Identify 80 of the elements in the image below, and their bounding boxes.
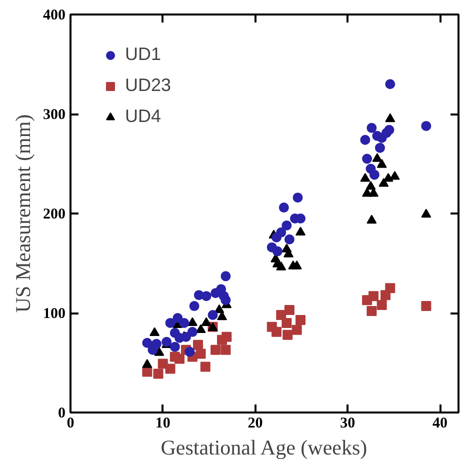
point — [276, 227, 286, 238]
point — [162, 336, 172, 347]
point — [150, 327, 160, 336]
point — [366, 122, 377, 133]
point — [196, 348, 206, 359]
legend-label: UD1 — [125, 44, 162, 65]
point — [360, 134, 370, 145]
point — [220, 295, 231, 306]
y-tick-label: 0 — [58, 406, 66, 422]
point — [187, 317, 198, 326]
legend-label: UD23 — [125, 75, 172, 96]
point — [292, 260, 302, 270]
point — [153, 368, 164, 379]
point — [366, 180, 376, 190]
point — [369, 170, 380, 180]
point — [421, 120, 432, 131]
point — [384, 124, 394, 135]
point — [220, 344, 231, 355]
point — [372, 153, 382, 162]
x-tick-label: 10 — [155, 416, 170, 432]
y-tick-label: 300 — [43, 107, 66, 123]
point — [272, 246, 282, 256]
x-axis-title: Gestational Age (weeks) — [160, 436, 368, 460]
point — [154, 347, 164, 356]
point — [179, 318, 190, 328]
point — [385, 113, 396, 122]
point — [151, 338, 162, 349]
point — [174, 354, 185, 364]
point — [220, 271, 231, 282]
y-tick-label: 100 — [43, 306, 66, 322]
x-tick-label: 20 — [248, 416, 263, 432]
point — [292, 324, 302, 335]
point — [201, 317, 212, 326]
point — [201, 291, 212, 302]
point — [366, 306, 377, 316]
point — [170, 342, 180, 352]
point — [385, 79, 396, 90]
point — [374, 142, 385, 153]
point — [210, 344, 221, 355]
point — [208, 310, 218, 320]
point — [421, 301, 432, 312]
point — [284, 234, 294, 244]
point — [421, 208, 432, 218]
legend-label: UD4 — [125, 106, 162, 127]
point — [284, 305, 294, 316]
point — [276, 262, 286, 270]
point — [282, 220, 292, 230]
x-tick-label: 30 — [340, 416, 356, 432]
point — [296, 314, 306, 325]
x-tick-label: 40 — [432, 416, 448, 432]
point — [192, 340, 203, 350]
point — [172, 312, 183, 323]
point — [278, 202, 289, 213]
point — [296, 226, 306, 236]
point — [385, 283, 396, 294]
point — [376, 300, 387, 310]
point — [362, 154, 372, 164]
point — [292, 192, 303, 203]
point — [200, 362, 210, 372]
point — [142, 359, 152, 368]
point — [184, 346, 195, 357]
y-tick-label: 400 — [43, 8, 66, 24]
point — [282, 318, 292, 328]
point — [222, 332, 232, 342]
point — [390, 170, 400, 180]
point — [187, 326, 198, 337]
y-axis-title: US Measurement (mm) — [11, 114, 35, 313]
point — [366, 214, 377, 224]
y-tick-label: 200 — [43, 206, 66, 222]
point — [368, 291, 379, 302]
point — [360, 172, 370, 182]
point — [196, 324, 206, 334]
point — [383, 172, 394, 182]
point — [142, 338, 152, 348]
point — [282, 330, 293, 340]
point — [376, 159, 387, 168]
point — [165, 364, 176, 374]
point — [189, 301, 200, 312]
point — [165, 318, 176, 328]
point — [272, 326, 282, 337]
